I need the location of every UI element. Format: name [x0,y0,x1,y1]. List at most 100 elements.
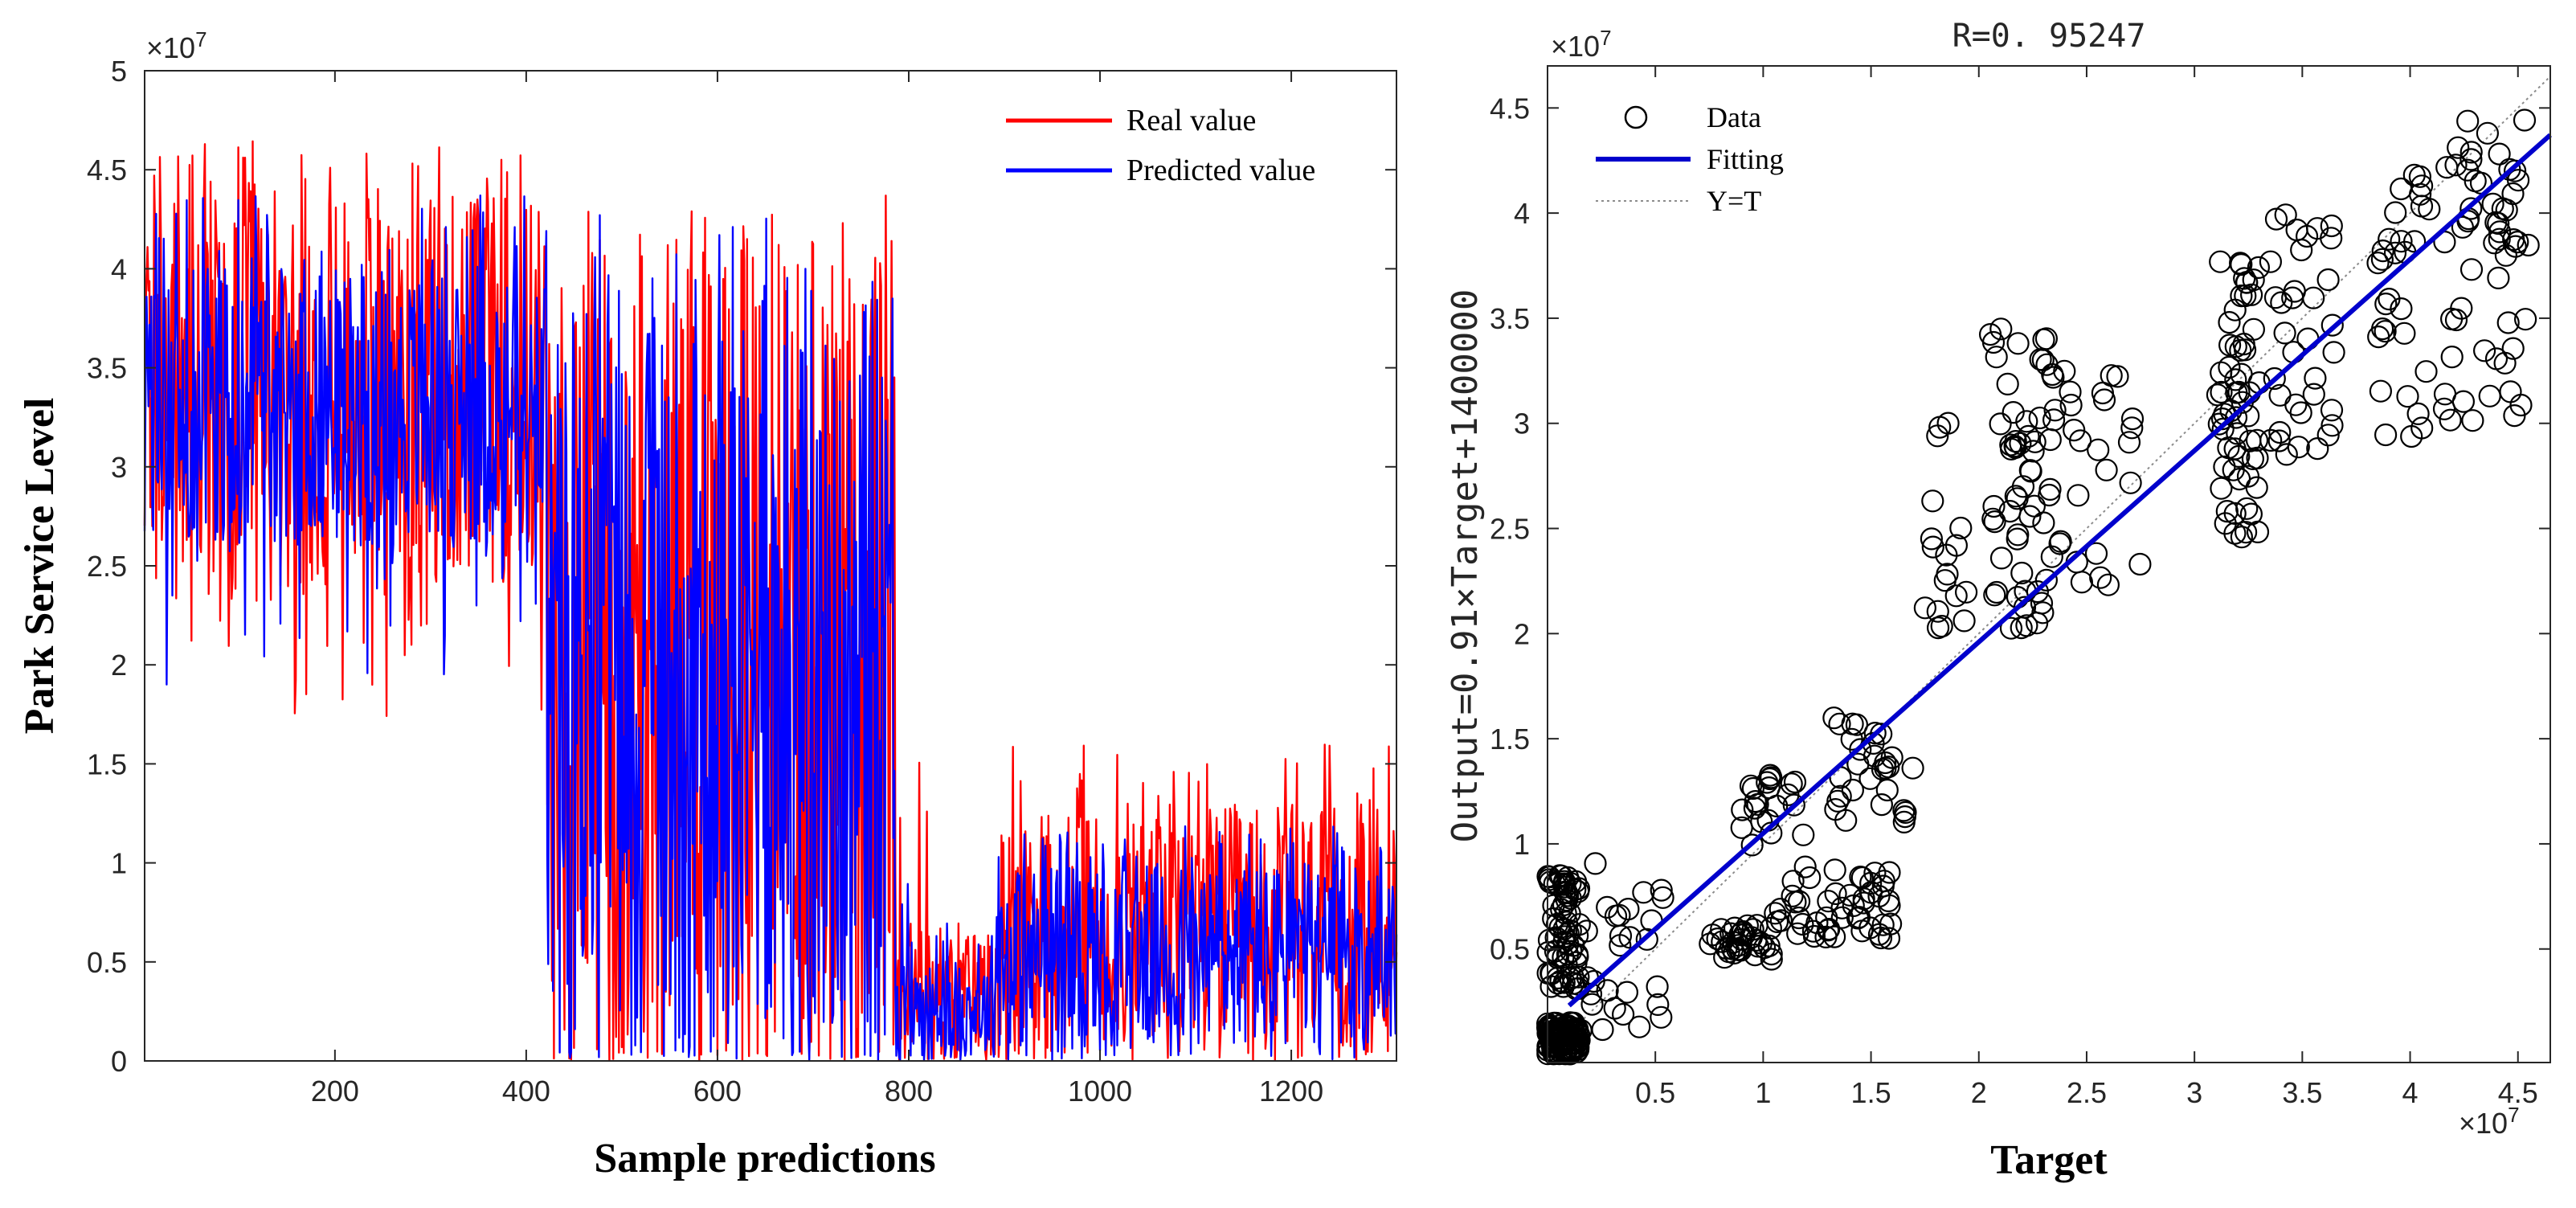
data-point [1782,793,1805,817]
data-point [2015,410,2038,433]
data-point [1746,792,1769,817]
data-point [2440,346,2464,369]
data-point [2444,308,2468,332]
data-point [2473,339,2496,362]
data-point [2259,250,2282,273]
data-point [2218,311,2241,334]
data-point [1713,946,1736,969]
data-point [2230,526,2253,549]
data-point [1944,584,1968,608]
right-y-tick-label: 4 [1514,197,1530,230]
data-point [2210,380,2233,404]
data-point [2374,293,2398,316]
data-point [1611,1002,1635,1026]
left-y-tick-label: 2 [111,649,127,682]
data-point [2042,366,2065,389]
data-point [2117,431,2141,454]
right-y-axis-label: Output=0.91×Target+1400000 [1445,289,1486,843]
data-point [1849,738,1872,761]
data-point [2120,416,2144,440]
data-point [2213,455,2236,478]
data-point [1817,919,1840,942]
data-point [1927,616,1950,640]
left-x-tick-label: 1000 [1068,1075,1132,1108]
data-point [1793,855,1817,878]
data-point [2034,568,2058,592]
data-point [2501,337,2525,360]
data-point [2084,542,2108,565]
data-point [1769,909,1793,932]
data-point [2284,393,2308,416]
data-point [1880,746,1903,769]
data-point [2369,379,2392,403]
data-point [1949,516,1973,540]
right-x-tick-label: 2 [1971,1076,1987,1109]
data-point [1892,810,1916,834]
data-point [1824,882,1847,906]
data-point [1870,792,1893,817]
data-point [2302,383,2325,406]
left-y-tick-label: 4 [111,252,127,285]
data-point [2215,499,2239,523]
left-x-tick-label: 200 [311,1075,359,1108]
data-point [2384,201,2407,224]
data-point [1850,919,1874,943]
data-point [1741,776,1764,801]
data-point [2230,285,2253,308]
data-point [2240,283,2263,306]
data-point [2513,109,2537,132]
data-point [2320,214,2343,238]
data-point [2270,291,2293,314]
data-point [1558,1042,1582,1066]
data-point [1542,894,1565,917]
data-point [2235,521,2258,544]
data-point [1877,889,1900,913]
data-point [1552,893,1576,917]
data-point [1952,609,1976,633]
data-point [1798,866,1822,890]
right-x-tick-label: 3.5 [2282,1076,2322,1109]
data-point [1651,886,1674,909]
data-point [1926,600,1949,623]
data-point [2496,311,2520,334]
data-point [2245,476,2268,499]
data-point [1540,1026,1564,1050]
data-point [1699,932,1722,956]
right-axes-box [1547,65,2551,1063]
data-point [2006,523,2030,547]
left-y-tick-label: 5 [111,55,127,88]
data-point [2447,136,2470,159]
data-point [2459,148,2483,171]
data-point [1845,713,1868,736]
left-y-axis-label: Park Service Level [17,398,63,735]
data-point [2306,217,2329,240]
data-point [2374,320,2397,343]
data-point [2004,485,2027,508]
left-multiplier: ×107 [146,27,207,64]
data-point [1731,919,1755,944]
data-point [2217,436,2240,460]
data-point [2408,165,2431,188]
data-point [2459,197,2483,220]
data-point [1921,535,1944,559]
data-point [2089,566,2112,589]
data-point [1829,784,1852,808]
data-point [1568,913,1591,936]
right-y-multiplier: ×107 [1551,26,1612,63]
data-point [2383,241,2407,264]
data-point [2320,399,2344,422]
data-point [2092,388,2116,412]
data-point [2274,203,2297,227]
data-point [2461,409,2484,432]
data-point [1985,346,2008,369]
data-point [2053,359,2076,383]
data-point [1936,412,1960,435]
data-point [2067,484,2090,507]
data-point [1913,596,1936,620]
data-point [1842,894,1865,918]
data-point [2230,253,2253,276]
data-point [2006,332,2030,355]
data-point [2247,256,2270,279]
data-point [2023,430,2046,453]
data-point [1955,580,1978,604]
